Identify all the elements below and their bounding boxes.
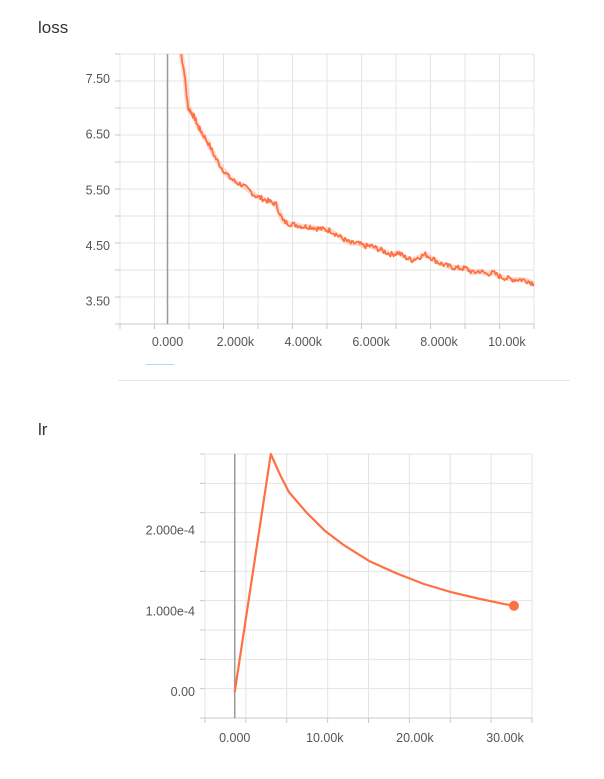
grid <box>204 453 533 719</box>
x-tick-label: 30.00k <box>486 731 524 745</box>
x-tick-label: 10.00k <box>488 335 526 349</box>
x-tick-label: 20.00k <box>396 731 434 745</box>
y-tick-label: 7.50 <box>86 72 110 86</box>
x-tick-label: 8.000k <box>420 335 458 349</box>
y-tick-label: 3.50 <box>86 295 110 309</box>
series-end-point <box>508 600 519 611</box>
lr-chart-title: lr <box>38 420 48 439</box>
series-line <box>233 452 515 693</box>
y-tick-label: 4.50 <box>86 239 110 253</box>
loss-chart: 7.50 6.50 5.50 4.50 3.50 0.000 2.000k 4.000k 6.0… <box>86 53 536 349</box>
x-tick-label: 2.000k <box>217 335 255 349</box>
series-line <box>180 53 535 287</box>
x-tick-label: 0.000 <box>152 335 183 349</box>
y-tick-label: 5.50 <box>86 183 110 197</box>
y-tick-label: 1.000e-4 <box>146 604 195 618</box>
panel-separator <box>118 380 570 381</box>
x-tick-label: 0.000 <box>219 731 250 745</box>
x-tick-label: 6.000k <box>352 335 390 349</box>
y-tick-label: 6.50 <box>86 128 110 142</box>
y-tick-label: 2.000e-4 <box>146 524 195 538</box>
loss-chart-title: loss <box>38 18 69 37</box>
x-tick-label: 10.00k <box>306 731 344 745</box>
y-tick-label: 0.00 <box>171 685 195 699</box>
x-tick-label: 4.000k <box>284 335 322 349</box>
axis-toggle-indicator <box>146 364 174 365</box>
